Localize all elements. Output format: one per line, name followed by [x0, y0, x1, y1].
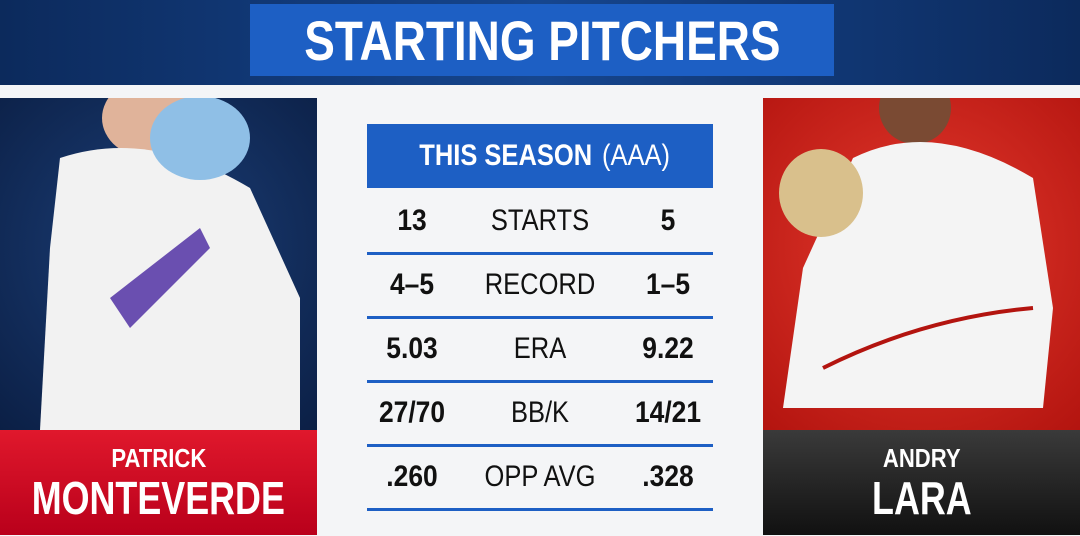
stat-label: BB/K	[510, 396, 570, 429]
stat-label: RECORD	[484, 268, 596, 301]
player-photo	[0, 98, 317, 430]
stat-row: .260 OPP AVG .328	[367, 446, 713, 511]
right-stat: .328	[642, 460, 694, 493]
pitcher-silhouette	[779, 98, 1053, 408]
right-stat: 9.22	[642, 332, 694, 365]
season-level: (AAA)	[601, 139, 670, 172]
right-stat: 1–5	[645, 268, 691, 301]
right-stat: 14/21	[634, 396, 702, 429]
left-stat: 4–5	[389, 268, 435, 301]
season-title: THIS SEASON	[419, 139, 593, 172]
left-stat: 13	[397, 204, 427, 237]
stat-row: 5.03 ERA 9.22	[367, 318, 713, 383]
left-stat: .260	[386, 460, 438, 493]
pitcher-silhouette	[40, 98, 300, 430]
first-name: PATRICK	[111, 442, 206, 473]
title: STARTING PITCHERS	[303, 8, 781, 72]
stat-row: 27/70 BB/K 14/21	[367, 382, 713, 447]
title-box: STARTING PITCHERS	[250, 4, 834, 76]
first-name: ANDRY	[882, 442, 961, 473]
stat-label: OPP AVG	[484, 460, 596, 493]
stat-label: STARTS	[490, 204, 590, 237]
player-name-box: ANDRY LARA	[763, 430, 1080, 535]
season-header: THIS SEASON (AAA)	[367, 124, 713, 188]
left-stat: 27/70	[378, 396, 446, 429]
stat-label: ERA	[513, 332, 567, 365]
stat-row: 4–5 RECORD 1–5	[367, 254, 713, 319]
player-photo	[763, 98, 1080, 430]
last-name: MONTEVERDE	[31, 471, 286, 524]
left-stat: 5.03	[386, 332, 438, 365]
player-name-box: PATRICK MONTEVERDE	[0, 430, 317, 535]
last-name: LARA	[871, 471, 972, 524]
stat-row: 13 STARTS 5	[367, 190, 713, 255]
right-stat: 5	[660, 204, 676, 237]
